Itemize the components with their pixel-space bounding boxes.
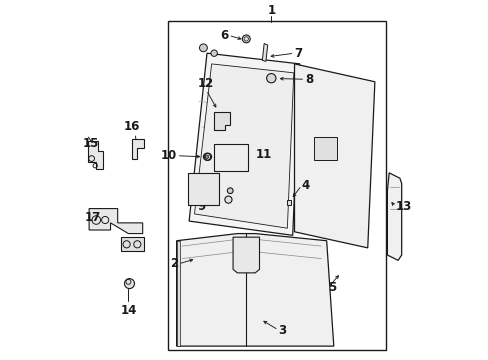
Text: 2: 2 — [170, 257, 178, 270]
Text: 3: 3 — [278, 324, 286, 337]
Text: 7: 7 — [294, 47, 302, 60]
Circle shape — [124, 279, 134, 289]
Text: 5: 5 — [328, 281, 336, 294]
Text: 13: 13 — [394, 200, 411, 213]
Text: 16: 16 — [123, 120, 140, 133]
Text: 1: 1 — [266, 4, 275, 17]
Circle shape — [205, 155, 208, 158]
Text: 10: 10 — [160, 149, 176, 162]
Polygon shape — [176, 241, 180, 346]
Polygon shape — [89, 208, 142, 234]
Polygon shape — [189, 53, 299, 235]
Circle shape — [209, 191, 219, 201]
Bar — [167, 21, 385, 350]
Polygon shape — [121, 237, 144, 251]
Polygon shape — [294, 64, 374, 248]
Polygon shape — [262, 44, 267, 62]
Polygon shape — [188, 173, 219, 205]
Circle shape — [210, 50, 217, 57]
Text: 11: 11 — [255, 148, 271, 162]
Polygon shape — [194, 64, 293, 228]
Polygon shape — [88, 141, 103, 169]
Circle shape — [242, 35, 250, 43]
Text: 6: 6 — [220, 29, 228, 42]
Circle shape — [199, 44, 207, 52]
Polygon shape — [132, 139, 144, 158]
Text: 4: 4 — [301, 179, 309, 192]
Text: 17: 17 — [84, 211, 101, 224]
Circle shape — [266, 73, 275, 83]
Polygon shape — [176, 234, 333, 346]
Text: 9: 9 — [197, 200, 205, 213]
Text: 14: 14 — [120, 304, 136, 317]
Polygon shape — [214, 112, 230, 130]
Polygon shape — [286, 200, 290, 205]
Polygon shape — [233, 237, 259, 273]
Text: 15: 15 — [83, 137, 99, 150]
Polygon shape — [386, 173, 401, 260]
Polygon shape — [313, 137, 337, 160]
Text: 12: 12 — [198, 77, 214, 90]
Circle shape — [224, 196, 231, 203]
Text: 8: 8 — [305, 73, 313, 86]
Circle shape — [227, 188, 233, 194]
